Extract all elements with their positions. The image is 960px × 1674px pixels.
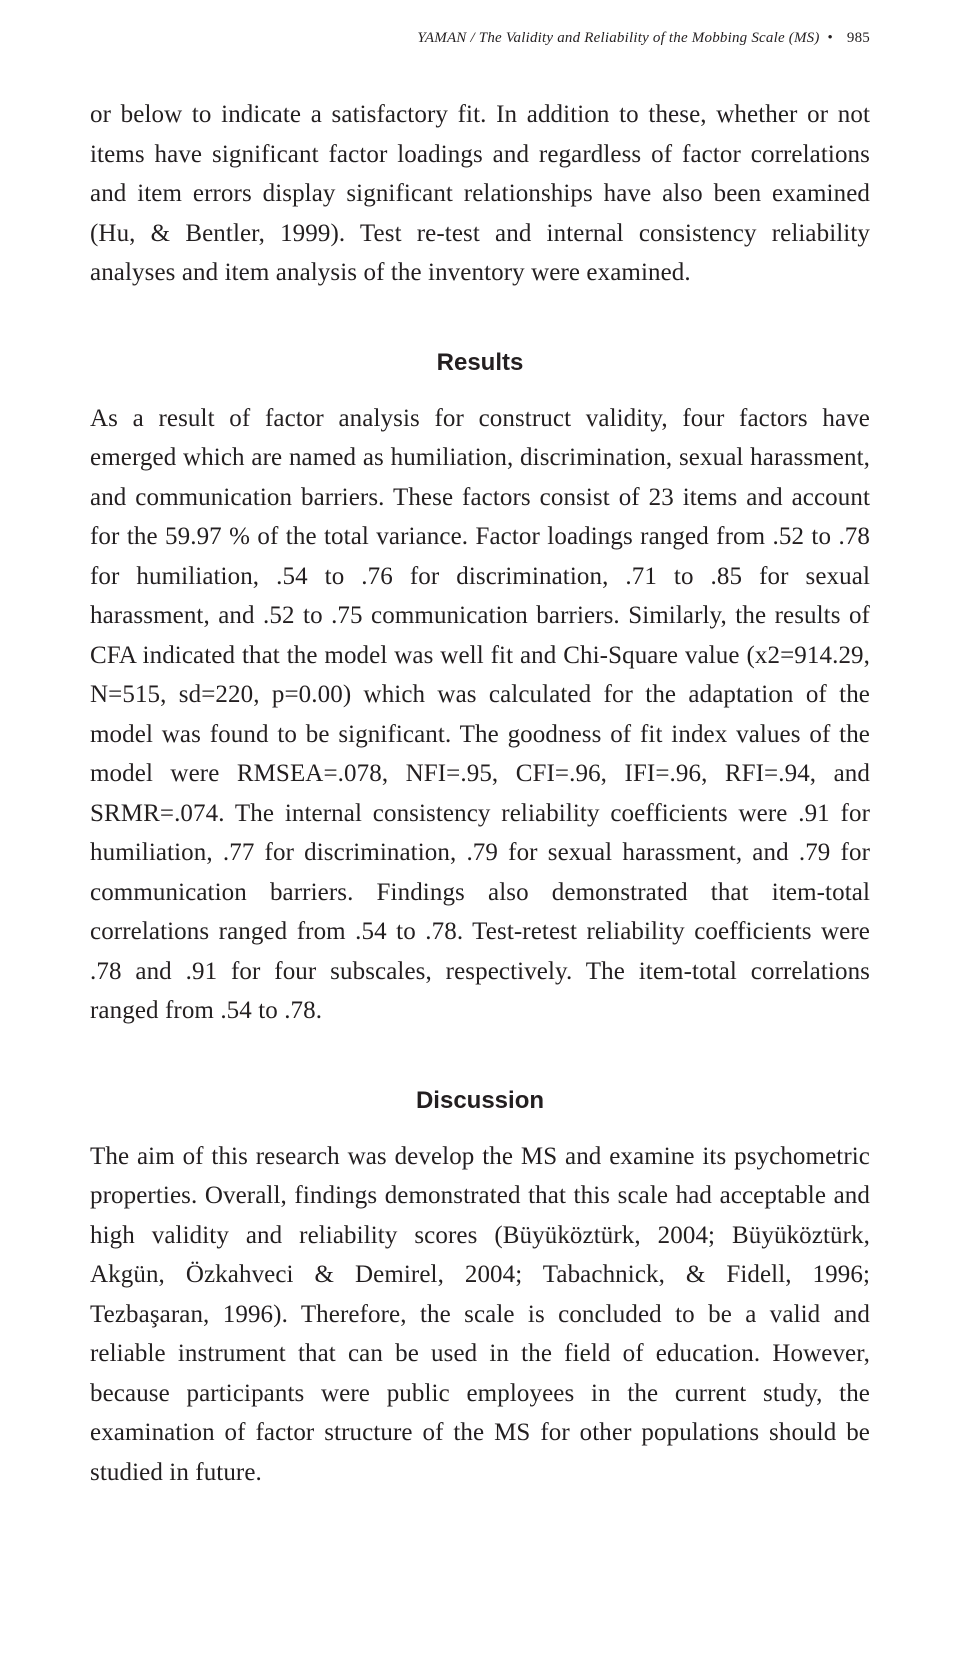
header-bullet: • [827,30,832,46]
header-author: YAMAN / [417,30,474,46]
results-heading: Results [90,349,870,377]
discussion-paragraph: The aim of this research was develop the… [90,1137,870,1493]
header-title: The Validity and Reliability of the Mobb… [479,30,820,46]
discussion-heading: Discussion [90,1087,870,1115]
header-page-number: 985 [847,30,870,46]
running-header: YAMAN / The Validity and Reliability of … [90,30,870,47]
intro-paragraph: or below to indicate a satisfactory fit.… [90,95,870,293]
results-paragraph: As a result of factor analysis for const… [90,399,870,1031]
